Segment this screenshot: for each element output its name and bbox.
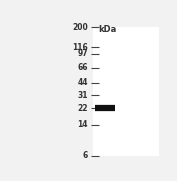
FancyBboxPatch shape	[93, 27, 159, 155]
Text: 200: 200	[72, 23, 88, 32]
Text: 44: 44	[78, 78, 88, 87]
Text: 66: 66	[78, 63, 88, 72]
Text: 31: 31	[78, 91, 88, 100]
Text: 116: 116	[72, 43, 88, 52]
Text: 6: 6	[83, 151, 88, 160]
Text: kDa: kDa	[98, 25, 116, 34]
Text: 14: 14	[78, 120, 88, 129]
Text: 97: 97	[77, 49, 88, 58]
Text: 22: 22	[78, 104, 88, 113]
